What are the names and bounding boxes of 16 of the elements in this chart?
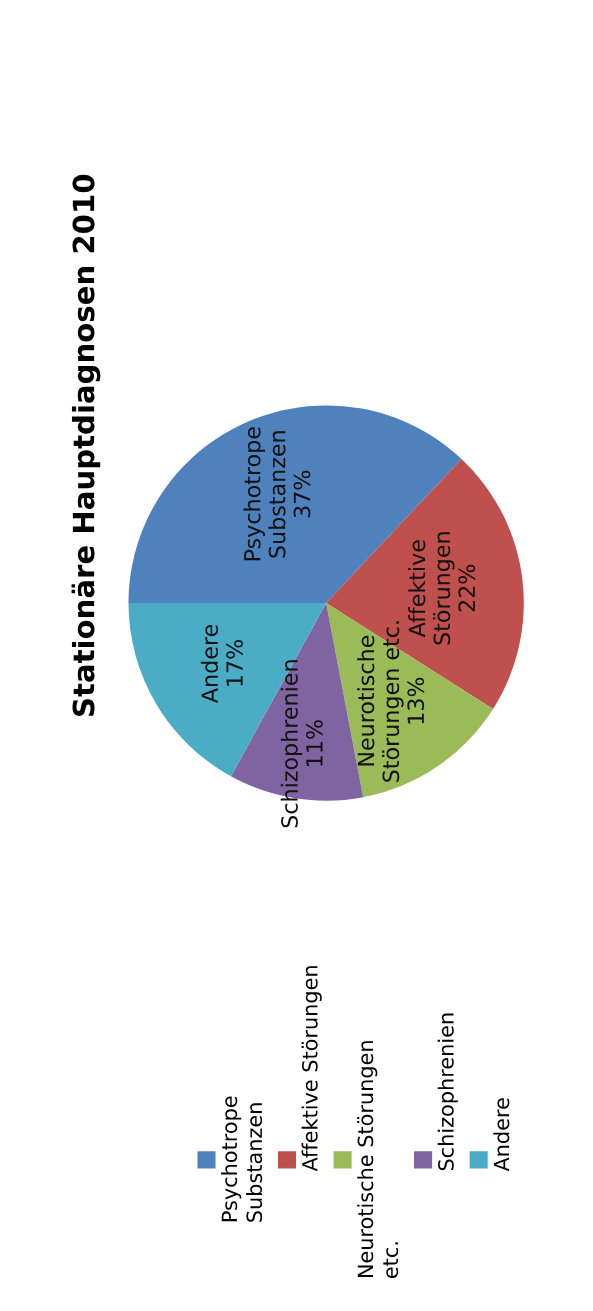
slice-label: Affektive Störungen	[408, 532, 455, 645]
slice-label: Neurotische Störungen etc.	[357, 621, 404, 782]
data-label: 17%	[226, 639, 243, 686]
category-label: Schizophrenien	[437, 1013, 458, 1171]
text: Stationäre Hauptdiagnosen 2010	[71, 174, 101, 716]
data-label: 11%	[305, 720, 323, 766]
data-label: 13%	[407, 677, 425, 724]
data-label: 37%	[293, 470, 311, 518]
category-label: Affektive Störungen	[301, 966, 322, 1172]
legend-label: Neurotische Störungen etc.	[357, 1041, 399, 1278]
slice-label: Andere	[200, 624, 219, 703]
slice-label: Schizophrenien	[280, 660, 303, 828]
category-label: Andere	[493, 1098, 510, 1172]
legend-label: Psychotrope Substanzen	[221, 1096, 263, 1222]
slice-label: Psychotrope Substanzen	[243, 427, 286, 561]
data-label: 22%	[458, 564, 476, 612]
